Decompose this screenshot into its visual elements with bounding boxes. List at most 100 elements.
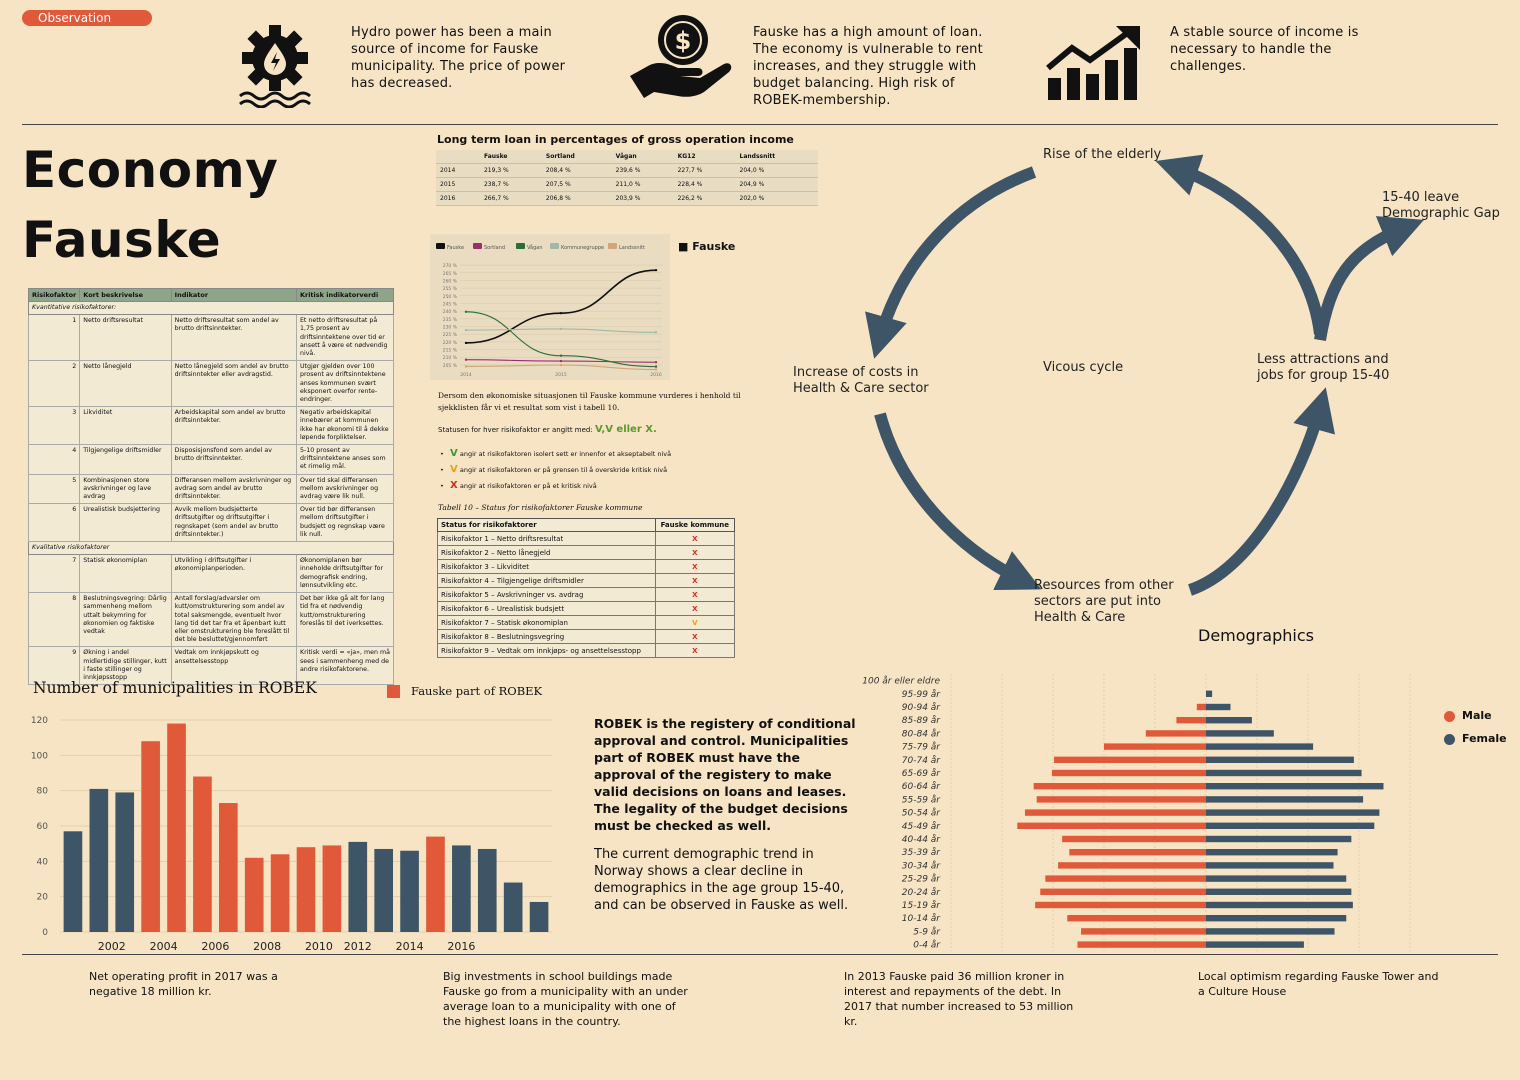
table-cell: 8	[27, 592, 81, 648]
table-cell: 204,9 %	[735, 177, 818, 192]
female-bar	[1206, 875, 1347, 882]
female-bar	[1206, 783, 1384, 790]
table-cell: 5-10 prosent av driftsinntektene anses s…	[295, 444, 395, 475]
legend-swatch	[473, 243, 482, 249]
legend-swatch	[550, 243, 559, 249]
x-tick-label: 2004	[150, 940, 178, 953]
table-cell: Likviditet	[79, 406, 172, 446]
table-cell: Disposisjonsfond som andel av brutto dri…	[170, 444, 297, 475]
status-legend-list: • V angir at risikofaktoren isolert sett…	[440, 446, 671, 494]
legend-label: Sortland	[484, 245, 505, 251]
table-cell: Kombinasjonen store avskrivninger og lav…	[79, 473, 172, 505]
table-row: Risikofaktor 7 – Statisk økonomiplan V	[437, 615, 736, 630]
bar	[322, 845, 342, 932]
cycle-arrow-top-left	[865, 166, 1037, 359]
age-label: 5-9 år	[913, 926, 941, 937]
data-point	[559, 327, 563, 331]
table-cell: Netto driftsresultat som andel av brutto…	[170, 314, 297, 362]
table-cell: Risikofaktor 8 – Beslutningsvegring	[437, 629, 656, 644]
cycle-arrow-bottom-right	[1187, 387, 1336, 596]
female-bar	[1206, 915, 1347, 922]
male-legend-label: Male	[1462, 709, 1492, 722]
y-tick-label: 250 %	[443, 294, 458, 300]
bar	[167, 723, 186, 932]
cycle-center-label: Vicous cycle	[1043, 360, 1124, 375]
table-cell: 207,5 %	[541, 177, 612, 192]
male-bar	[1045, 875, 1206, 882]
age-label: 10-14 år	[902, 913, 942, 924]
bar	[218, 803, 238, 932]
y-tick-label: 80	[37, 787, 49, 797]
age-label: 50-54 år	[902, 808, 942, 819]
table-row: Risikofaktor 6 – Urealistisk budsjett X	[437, 601, 736, 616]
age-label: 70-74 år	[902, 755, 942, 766]
legend-swatch	[436, 243, 445, 249]
table-row: 4 Tilgjengelige driftsmidler Disposisjonsf…	[27, 444, 395, 475]
table-cell: Risikofaktor 9 – Vedtak om innkjøps- og …	[437, 643, 656, 658]
demographic-trend-text: The current demographic trend in Norway …	[594, 847, 849, 913]
table-cell: Urealistisk budsjettering	[79, 503, 172, 543]
loan-line-chart: Fauske Sortland Vågan Kommunegruppe Landssni…	[430, 234, 670, 380]
table-row: Risikofaktor 8 – Beslutningsvegring X	[437, 629, 736, 644]
y-tick-label: 245 %	[443, 301, 458, 307]
x-tick-label: 2014	[460, 372, 472, 378]
table-cell: Over tid skal differansen mellom avskriv…	[295, 473, 395, 505]
age-label: 65-69 år	[902, 768, 942, 779]
table-cell: Avvik mellom budsjetterte driftsutgifter…	[170, 503, 297, 543]
table-section-row: Kvalitative risikofaktorer	[28, 541, 394, 556]
legend-label: Fauske	[692, 240, 736, 253]
age-label: 30-34 år	[902, 860, 942, 871]
loan-header	[436, 150, 480, 164]
table-cell: Netto lånegjeld som andel av brutto drif…	[170, 360, 297, 408]
bullet-text: angir at risikofaktoren er på et kritisk…	[459, 482, 597, 490]
age-label: 0-4 år	[913, 940, 941, 951]
status-legend-line: Statusen for hver risikofaktor er angitt…	[438, 424, 657, 435]
section-label: Kvalitative risikofaktorer	[28, 541, 394, 556]
table-cell: Vedtak om innkjøpskutt og ansettelsessto…	[170, 646, 297, 686]
footer-divider	[22, 954, 1498, 955]
table-cell: 211,0 %	[611, 177, 674, 192]
table-row: Risikofaktor 9 – Vedtak om innkjøps- og …	[437, 643, 736, 658]
female-bar	[1206, 862, 1334, 869]
x-tick-label: 2014	[396, 940, 424, 953]
top-note-loan: Fauske has a high amount of loan. The ec…	[753, 25, 983, 108]
risk-header: Kritisk indikatorverdi	[295, 288, 395, 302]
table-cell: Utvikling i driftsutgifter i økonomiplan…	[170, 554, 297, 594]
bar	[89, 788, 109, 932]
table-cell: Risikofaktor 7 – Statisk økonomiplan	[437, 615, 656, 630]
table-cell: 1	[27, 314, 81, 362]
bar	[63, 831, 83, 932]
female-bar	[1206, 730, 1274, 737]
legend-label: Vågan	[527, 244, 543, 251]
data-point	[559, 311, 563, 315]
male-bar	[1176, 717, 1206, 724]
table-cell: 2015	[436, 177, 480, 192]
table-row: 2015 238,7 % 207,5 % 211,0 % 228,4 % 204,9 %	[436, 177, 818, 192]
table-cell: Risikofaktor 6 – Urealistisk budsjett	[437, 601, 656, 616]
female-bar	[1206, 835, 1352, 843]
data-point	[654, 360, 658, 364]
table-row: 2014 219,3 % 208,4 % 239,6 % 227,7 % 204,0 %	[436, 163, 818, 178]
robek-bar-chart: 120 100 80 60 40 20 0 2002 2004 2006 2008 2010 2012 2…	[31, 716, 552, 953]
legend-swatch	[608, 243, 617, 249]
money-hand-icon: $	[630, 15, 732, 98]
x-tick-label: 2010	[305, 940, 333, 953]
table-cell: 219,3 %	[479, 163, 542, 178]
legend-label: Landssnitt	[619, 245, 645, 251]
table-cell: 2	[27, 360, 81, 408]
male-bar	[1104, 743, 1206, 750]
risk-header: Risikofaktor	[27, 288, 81, 302]
table-cell: 208,4 %	[541, 163, 612, 178]
bar	[270, 854, 290, 932]
status-legend-text: Statusen for hver risikofaktor er angitt…	[438, 426, 593, 434]
age-label: 80-84 år	[902, 728, 942, 739]
table-cell: 2014	[436, 163, 480, 178]
female-bar	[1206, 717, 1252, 724]
bottom-note-optimism: Local optimism regarding Fauske Tower an…	[1198, 970, 1439, 998]
y-tick-label: 270 %	[443, 263, 458, 269]
bar	[374, 848, 394, 932]
age-label: 55-59 år	[902, 794, 942, 805]
y-tick-label: 265 %	[443, 271, 458, 277]
line-chart-outer-legend: ■ Fauske	[678, 240, 736, 253]
data-point	[464, 310, 468, 313]
